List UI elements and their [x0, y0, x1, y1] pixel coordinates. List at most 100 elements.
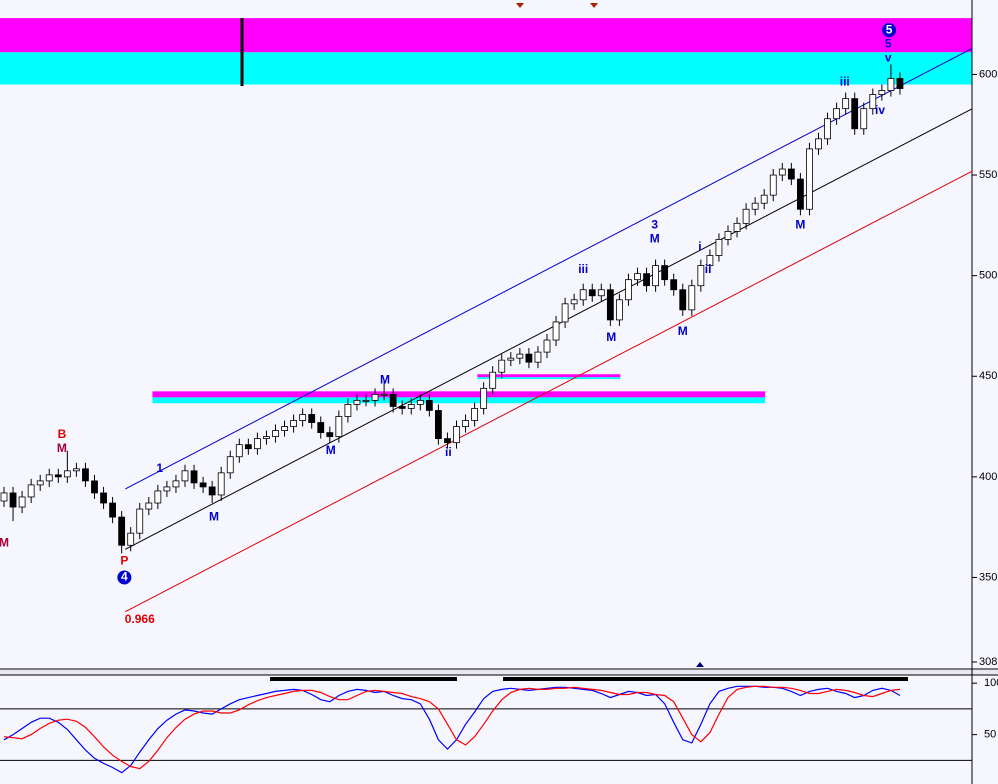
candle-body	[606, 289, 614, 321]
candle-body	[217, 472, 225, 496]
candle-body	[299, 414, 307, 421]
candle-body	[661, 265, 669, 281]
wave-label: 5	[885, 36, 892, 50]
zone	[0, 18, 972, 53]
candle-body	[407, 404, 415, 409]
candle-body	[127, 532, 135, 546]
candle-body	[688, 285, 696, 311]
candle-body	[543, 339, 551, 353]
candle-body	[516, 353, 524, 359]
wave-label: M	[795, 218, 805, 232]
candle-body	[724, 230, 732, 240]
candle-body	[489, 371, 497, 389]
candle-body	[869, 94, 877, 110]
candle-body	[778, 168, 786, 176]
candle-body	[100, 492, 107, 504]
candle-body	[45, 474, 53, 482]
candle-body	[136, 508, 144, 534]
wave-label: M	[650, 232, 660, 246]
marker-triangle	[696, 662, 704, 667]
wave-label: iii	[578, 262, 588, 276]
candle-body	[751, 202, 759, 210]
candle-body	[199, 482, 207, 488]
candle-body	[616, 299, 623, 321]
candle-body	[344, 404, 352, 417]
zone	[477, 377, 621, 380]
candle-body	[63, 470, 71, 478]
candle-body	[824, 118, 831, 140]
candle-body	[570, 299, 578, 305]
candle-body	[434, 410, 442, 440]
candle-body	[362, 399, 370, 402]
wave-label: M	[0, 535, 9, 549]
candle-body	[317, 422, 325, 433]
candle-body	[498, 359, 506, 373]
candle-body	[851, 98, 859, 130]
candle-body	[281, 426, 288, 431]
candle-body	[109, 502, 116, 518]
candle-body	[416, 399, 424, 405]
wave-label: ii	[445, 445, 452, 459]
wave-label: v	[885, 51, 892, 65]
candle-body	[652, 265, 659, 287]
candle-body	[208, 486, 216, 496]
y-tick-label: 350	[979, 571, 997, 583]
wave-label: B	[58, 427, 67, 441]
candle-body	[335, 416, 343, 438]
wave-label: 1	[156, 461, 163, 475]
zone	[152, 391, 766, 398]
candle-body	[73, 468, 80, 472]
candle-body	[272, 430, 279, 438]
wave-label: 4	[121, 570, 128, 584]
candle-body	[597, 289, 605, 297]
candle-body	[91, 480, 98, 494]
trendline	[125, 108, 973, 550]
candle-body	[769, 174, 777, 196]
wave-circle	[882, 23, 897, 38]
y-tick-label: 450	[979, 370, 997, 382]
zone	[477, 374, 621, 378]
candle-body	[643, 273, 650, 287]
candle-body	[181, 470, 189, 482]
wave-label: iv	[875, 103, 885, 117]
wave-circle	[117, 570, 132, 585]
wave-label: 3	[651, 218, 658, 232]
candle-body	[290, 420, 298, 427]
wave-label: M	[606, 330, 616, 344]
candle-body	[833, 108, 840, 120]
candle-body	[82, 468, 89, 482]
candle-body	[462, 420, 469, 427]
zone	[152, 397, 766, 404]
wave-label: M	[678, 324, 688, 338]
candle-body	[860, 108, 868, 130]
y-tick-label: 550	[979, 169, 997, 181]
trendline	[125, 47, 973, 490]
wave-label: 5	[886, 22, 893, 36]
y-tick-label: 600	[979, 68, 997, 80]
candle-body	[18, 496, 26, 508]
candle-body	[552, 321, 560, 341]
candle-body	[760, 194, 768, 204]
candle-body	[842, 98, 850, 110]
candle-body	[425, 399, 433, 411]
candle-body	[815, 138, 822, 150]
candle-body	[480, 387, 488, 409]
candle-body	[398, 406, 406, 409]
candle-body	[525, 353, 533, 363]
candle-body	[507, 357, 515, 361]
wave-label: M	[380, 372, 390, 386]
candle-body	[154, 490, 162, 504]
candle-body	[36, 480, 44, 486]
candle-body	[145, 502, 153, 510]
candle-body	[679, 289, 687, 311]
wave-label: M	[326, 443, 336, 457]
oscillator-line	[3, 685, 901, 770]
y-tick-label: 100	[984, 677, 998, 689]
y-tick-label: 400	[979, 471, 997, 483]
wave-label: i	[698, 240, 701, 254]
wave-label: M	[57, 441, 67, 455]
y-tick-label: 50	[984, 729, 996, 741]
candle-body	[787, 168, 795, 180]
zone	[0, 52, 972, 85]
candle-body	[579, 289, 587, 301]
